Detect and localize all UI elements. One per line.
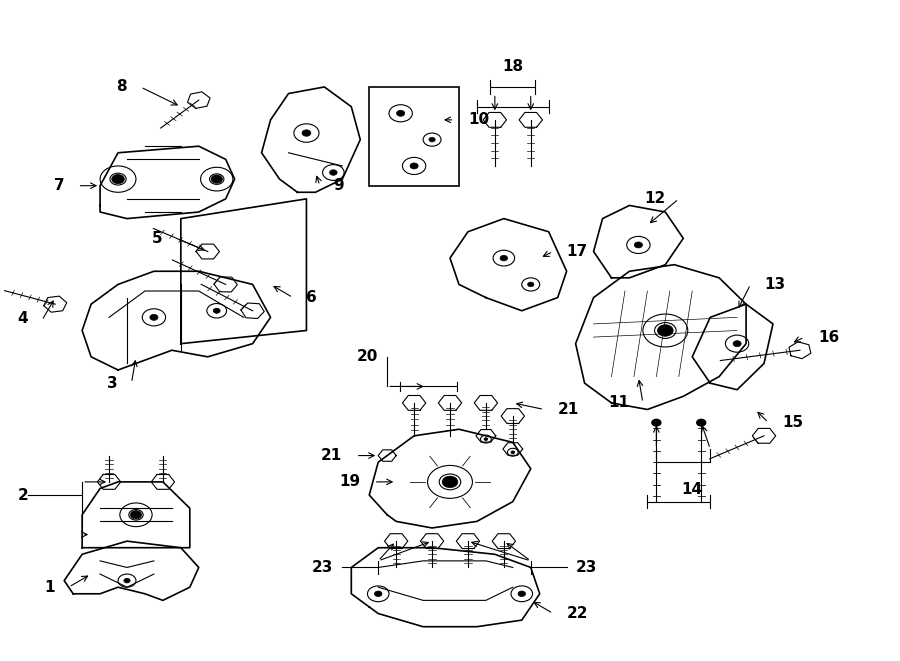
Text: 23: 23: [576, 560, 597, 575]
Circle shape: [527, 282, 534, 287]
Text: 5: 5: [152, 231, 163, 246]
Text: 17: 17: [567, 244, 588, 259]
Text: 7: 7: [54, 178, 64, 193]
Circle shape: [500, 255, 508, 261]
Text: 19: 19: [339, 475, 360, 489]
Text: 22: 22: [567, 606, 588, 621]
Circle shape: [397, 110, 405, 116]
Text: 23: 23: [312, 560, 333, 575]
Circle shape: [115, 177, 121, 181]
Text: 10: 10: [468, 112, 489, 128]
Circle shape: [130, 511, 141, 519]
Circle shape: [652, 419, 661, 426]
Text: 15: 15: [782, 415, 803, 430]
Circle shape: [662, 328, 669, 333]
Circle shape: [112, 175, 124, 184]
Text: 8: 8: [116, 79, 127, 95]
Text: 21: 21: [558, 402, 579, 417]
Circle shape: [511, 451, 515, 453]
Circle shape: [733, 340, 742, 346]
Circle shape: [518, 591, 526, 597]
Circle shape: [634, 242, 643, 248]
Text: 3: 3: [107, 375, 118, 391]
Bar: [369, 87, 459, 186]
Text: 21: 21: [321, 448, 342, 463]
Text: 14: 14: [681, 482, 703, 497]
Text: 18: 18: [502, 59, 524, 74]
Circle shape: [212, 175, 222, 183]
Text: 13: 13: [764, 277, 785, 292]
Circle shape: [410, 163, 419, 169]
Text: 16: 16: [818, 330, 839, 344]
Text: 1: 1: [45, 580, 55, 595]
Circle shape: [446, 479, 454, 485]
Circle shape: [213, 308, 220, 313]
Text: 6: 6: [306, 290, 317, 305]
Text: 9: 9: [333, 178, 344, 193]
Circle shape: [374, 591, 382, 597]
Text: 2: 2: [18, 488, 28, 502]
Circle shape: [442, 476, 458, 488]
Text: 20: 20: [356, 349, 378, 364]
Circle shape: [484, 438, 488, 440]
Circle shape: [149, 315, 158, 321]
Circle shape: [329, 170, 338, 175]
Circle shape: [697, 419, 706, 426]
Text: 12: 12: [644, 191, 665, 206]
Circle shape: [133, 513, 139, 517]
Circle shape: [124, 578, 130, 583]
Text: 4: 4: [18, 311, 28, 326]
Circle shape: [214, 177, 220, 181]
Text: 11: 11: [608, 395, 629, 410]
Circle shape: [658, 325, 673, 336]
Circle shape: [429, 137, 436, 142]
Circle shape: [302, 130, 310, 136]
